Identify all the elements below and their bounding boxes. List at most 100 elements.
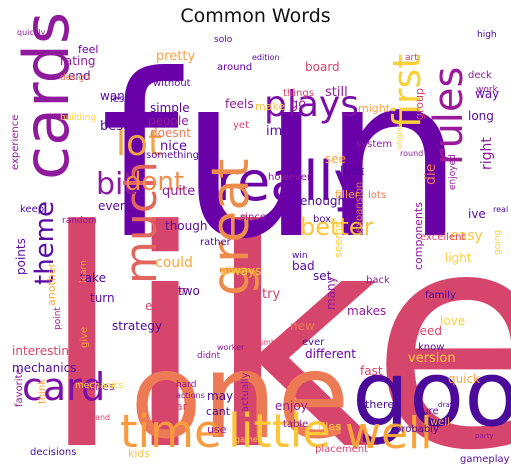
word-sure: sure (417, 406, 439, 417)
word-actions: actions (176, 391, 205, 400)
word-hard: hard (176, 380, 196, 390)
word-placement: placement (315, 444, 368, 455)
word-actually: actually (240, 372, 251, 412)
word-things: things (283, 88, 314, 99)
word-family: family (425, 290, 456, 301)
word-dont: dont (125, 167, 184, 197)
word-set: set (313, 269, 332, 283)
word-try: try (262, 287, 280, 302)
word-feels: feels (225, 97, 254, 111)
word-love: love (440, 314, 465, 328)
word-hand: hand (90, 413, 110, 422)
word-excellent: excellent (420, 232, 465, 243)
word-way: way (475, 87, 499, 101)
word-give: give (79, 327, 90, 348)
word-card: card (22, 365, 105, 409)
word-think: think (37, 379, 48, 404)
word-decisions: decisions (30, 447, 76, 458)
word-enough: enough (300, 194, 345, 208)
word-game: game (235, 435, 258, 444)
word-much: much (116, 161, 167, 284)
word-building: building (60, 113, 96, 123)
word-two: two (178, 284, 200, 298)
word-best: best (100, 119, 128, 134)
word-enjoy: enjoy (275, 399, 308, 413)
word-deck: deck (468, 70, 492, 81)
word-could: could (155, 255, 193, 271)
word-favorite: favorite (14, 368, 25, 407)
word-party: party (475, 432, 494, 440)
word-without: without (153, 78, 191, 89)
word-mechanics: mechanics (75, 381, 124, 391)
word-pretty: pretty (156, 49, 196, 64)
word-well: well (345, 408, 433, 459)
word-probably: probably (395, 424, 439, 435)
word-lots: lots (368, 190, 386, 201)
word-bit: bit (96, 167, 135, 202)
word-interesting: interesting (12, 344, 77, 358)
word-mechanics: mechanics (12, 361, 76, 375)
word-random: random (62, 216, 97, 226)
word-many: many (324, 276, 338, 310)
word-little: little (228, 404, 331, 458)
word-yet: yet (233, 120, 249, 131)
word-light: light (445, 251, 472, 265)
word-use: use (207, 423, 227, 436)
word-die: die (423, 164, 439, 185)
word-never: never (152, 284, 186, 298)
word-lot: lot (116, 123, 162, 164)
word-want: want (100, 89, 130, 103)
word-expansion: expansion (354, 182, 365, 233)
word-learn: learn (79, 260, 89, 283)
word-back: back (366, 275, 390, 286)
word-every: every (145, 299, 179, 313)
word-simple: simple (150, 101, 190, 115)
word-since: since (240, 212, 266, 223)
word-system: system (356, 139, 392, 150)
word-fast: fast (360, 364, 383, 378)
word-something: something (146, 150, 199, 161)
word-board: board (305, 60, 340, 74)
word-design: design (60, 73, 90, 83)
word-easy: easy (450, 228, 483, 244)
word-win: win (292, 251, 308, 261)
word-less: less (110, 94, 129, 105)
word-box: box (313, 214, 331, 225)
word-quickly: quickly (17, 28, 46, 37)
word-experience: experience (10, 115, 21, 170)
word-makes: makes (347, 304, 386, 318)
word-theres: theres (365, 398, 400, 411)
word-need: need (412, 324, 442, 338)
word-draw: draw (438, 401, 456, 409)
word-feel: feel (78, 43, 98, 56)
word-art: art (405, 53, 418, 63)
word-im: im (266, 124, 282, 139)
word-group: group (413, 88, 426, 120)
word-filler: filler (335, 188, 360, 201)
word-first: first (385, 54, 429, 128)
word-quick: quick (448, 372, 480, 386)
word-points: points (14, 238, 28, 275)
word-even: even (98, 199, 127, 213)
word-know: know (418, 342, 444, 353)
word-like: like (40, 167, 511, 470)
word-make: make (255, 100, 285, 113)
word-though: though (165, 219, 207, 233)
word-quite: quite (162, 184, 195, 199)
word-better: better (300, 213, 374, 241)
word-far: far (172, 400, 188, 413)
word-still: still (325, 85, 348, 100)
word-turn: turn (90, 291, 115, 305)
word-ive: ive (468, 207, 486, 221)
word-fun: fun (100, 27, 464, 289)
word-rather: rather (200, 237, 232, 248)
word-however: however (268, 172, 312, 183)
word-round: round (400, 149, 423, 158)
word-worker: worker (217, 343, 245, 352)
word-nice: nice (160, 139, 187, 154)
word-doesnt: doesnt (150, 126, 191, 140)
word-table: table (283, 419, 308, 430)
word-id: id (200, 165, 208, 175)
word-well: well (430, 417, 450, 428)
